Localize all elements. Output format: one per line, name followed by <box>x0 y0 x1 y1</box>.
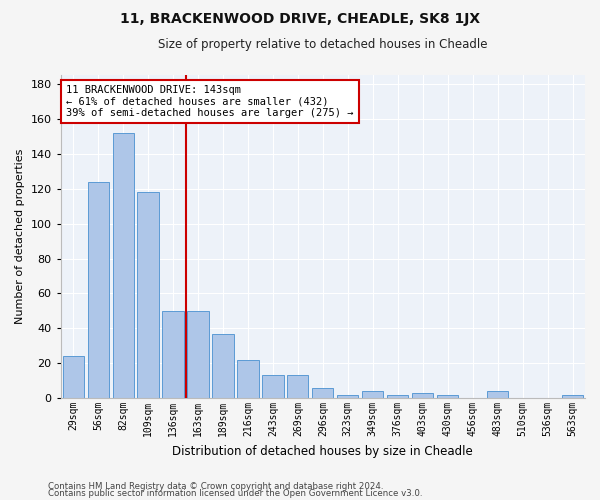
Bar <box>437 394 458 398</box>
Title: Size of property relative to detached houses in Cheadle: Size of property relative to detached ho… <box>158 38 488 51</box>
Bar <box>387 394 409 398</box>
Text: Contains public sector information licensed under the Open Government Licence v3: Contains public sector information licen… <box>48 490 422 498</box>
Bar <box>187 311 209 398</box>
Text: Contains HM Land Registry data © Crown copyright and database right 2024.: Contains HM Land Registry data © Crown c… <box>48 482 383 491</box>
Bar <box>487 391 508 398</box>
Bar <box>88 182 109 398</box>
Y-axis label: Number of detached properties: Number of detached properties <box>15 149 25 324</box>
Bar <box>62 356 84 398</box>
Bar <box>287 376 308 398</box>
Text: 11 BRACKENWOOD DRIVE: 143sqm
← 61% of detached houses are smaller (432)
39% of s: 11 BRACKENWOOD DRIVE: 143sqm ← 61% of de… <box>66 85 353 118</box>
Bar <box>412 393 433 398</box>
Bar <box>163 311 184 398</box>
Bar <box>212 334 233 398</box>
Bar <box>137 192 159 398</box>
X-axis label: Distribution of detached houses by size in Cheadle: Distribution of detached houses by size … <box>172 444 473 458</box>
Text: 11, BRACKENWOOD DRIVE, CHEADLE, SK8 1JX: 11, BRACKENWOOD DRIVE, CHEADLE, SK8 1JX <box>120 12 480 26</box>
Bar <box>262 376 284 398</box>
Bar <box>312 388 334 398</box>
Bar <box>337 394 358 398</box>
Bar <box>362 391 383 398</box>
Bar <box>238 360 259 398</box>
Bar <box>562 394 583 398</box>
Bar <box>113 133 134 398</box>
